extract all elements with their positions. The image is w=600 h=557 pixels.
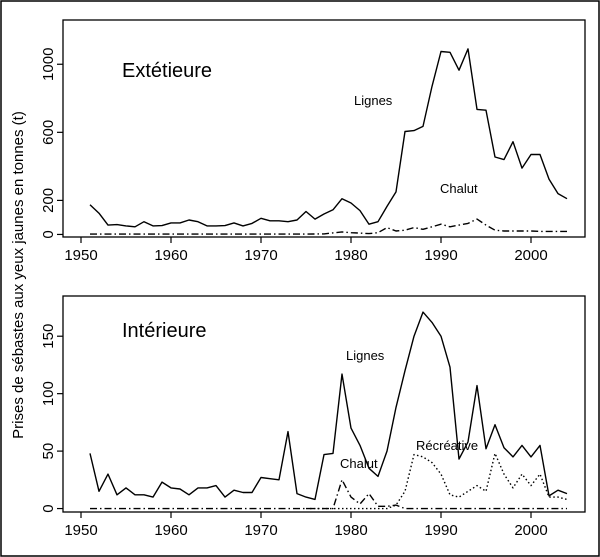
series-label-lignes-exterieure: Lignes bbox=[354, 93, 393, 108]
plot-frame-exterieure bbox=[62, 19, 586, 238]
y-tick-label-1000: 1000 bbox=[40, 48, 57, 81]
x-tick-label-2000: 2000 bbox=[514, 522, 547, 539]
y-axis-label: Prises de sébastes aux yeux jaunes en to… bbox=[10, 111, 27, 439]
y-tick-label-0: 0 bbox=[40, 504, 57, 512]
x-tick-label-1950: 1950 bbox=[64, 247, 97, 264]
series-label-chalut-exterieure: Chalut bbox=[440, 181, 478, 196]
x-tick-label-1980: 1980 bbox=[334, 522, 367, 539]
panel-interieure: 1950 1960 1970 1980 1990 2000 0 50 100 150 Intérie… bbox=[40, 295, 586, 539]
y-tick-label-50: 50 bbox=[40, 443, 57, 460]
x-tick-label-1960: 1960 bbox=[154, 522, 187, 539]
y-tick-label-600: 600 bbox=[40, 120, 57, 145]
series-label-lignes-interieure: Lignes bbox=[346, 348, 385, 363]
y-tick-label-100: 100 bbox=[40, 381, 57, 406]
y-tick-label-150: 150 bbox=[40, 324, 57, 349]
plot-frame-interieure bbox=[62, 295, 586, 513]
y-tick-label-200: 200 bbox=[40, 188, 57, 213]
x-tick-label-1970: 1970 bbox=[244, 522, 277, 539]
y-tick-label-0: 0 bbox=[40, 230, 57, 238]
x-tick-label-1980: 1980 bbox=[334, 247, 367, 264]
x-tick-label-2000: 2000 bbox=[514, 247, 547, 264]
series-line-lignes-exterieure bbox=[89, 48, 568, 228]
series-label-chalut-interieure: Chalut bbox=[340, 456, 378, 471]
series-label-recreative-interieure: Récréative bbox=[416, 438, 478, 453]
x-tick-label-1950: 1950 bbox=[64, 522, 97, 539]
series-line-chalut-interieure bbox=[90, 479, 567, 510]
x-tick-label-1960: 1960 bbox=[154, 247, 187, 264]
panel-exterieure: 1950 1960 1970 1980 1990 2000 0 200 600 1000 Extét… bbox=[40, 19, 586, 264]
series-line-recreative-interieure bbox=[306, 452, 568, 510]
series-line-lignes-interieure bbox=[89, 311, 568, 501]
x-tick-label-1970: 1970 bbox=[244, 247, 277, 264]
panel-title-exterieure: Extétieure bbox=[122, 60, 212, 82]
x-tick-label-1990: 1990 bbox=[424, 522, 457, 539]
panel-title-interieure: Intérieure bbox=[122, 320, 207, 342]
series-line-chalut-exterieure bbox=[90, 218, 567, 235]
x-tick-label-1990: 1990 bbox=[424, 247, 457, 264]
